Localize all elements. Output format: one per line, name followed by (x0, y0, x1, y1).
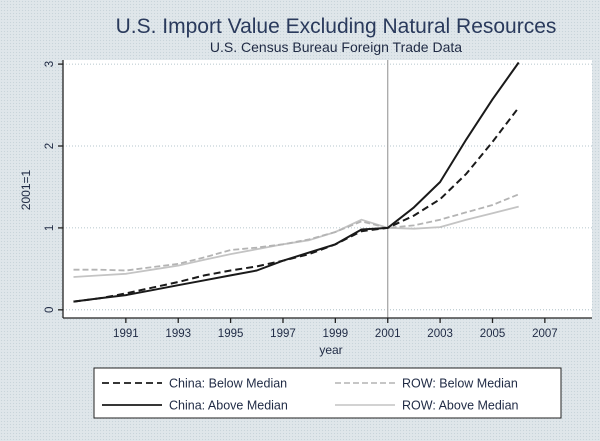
y-tick-label: 2 (44, 143, 56, 149)
series-line-china-above-median (73, 61, 520, 303)
x-axis-title: year (319, 343, 342, 357)
legend-label-row-above-median: ROW: Above Median (402, 399, 519, 413)
x-tick-label: 1999 (323, 328, 349, 340)
x-axis-ticks: 1991 1993 1995 1997 1999 2001 2003 2005 2007 (113, 318, 558, 340)
series-line-china-below-median (73, 106, 520, 303)
x-tick-label: 2007 (532, 328, 558, 340)
x-tick-label: 1997 (270, 328, 296, 340)
legend-label-china-below-median: China: Below Median (169, 377, 287, 391)
x-tick-label: 2001 (375, 328, 401, 340)
legend-label-row-below-median: ROW: Below Median (402, 377, 518, 391)
y-axis-title: 2001=1 (19, 169, 33, 210)
x-tick-label: 1993 (165, 328, 191, 340)
y-axis-ticks: 0 1 2 3 (44, 61, 63, 313)
series-line-row-below-median (73, 193, 520, 272)
legend-box (93, 367, 562, 419)
grid-lines (63, 63, 592, 311)
x-tick-label: 1991 (113, 328, 139, 340)
chart-subtitle: U.S. Census Bureau Foreign Trade Data (210, 39, 462, 55)
series-lines (73, 61, 520, 303)
y-tick-label: 3 (44, 61, 56, 67)
x-tick-label: 1995 (218, 328, 244, 340)
x-tick-label: 2005 (480, 328, 506, 340)
y-tick-label: 0 (44, 307, 56, 313)
x-tick-label: 2003 (427, 328, 453, 340)
plot-area (63, 60, 592, 318)
legend: China: Below Median ROW: Below Median Chin… (93, 367, 562, 419)
y-tick-label: 1 (44, 225, 56, 231)
legend-label-china-above-median: China: Above Median (169, 399, 288, 413)
chart-title: U.S. Import Value Excluding Natural Reso… (116, 15, 557, 38)
